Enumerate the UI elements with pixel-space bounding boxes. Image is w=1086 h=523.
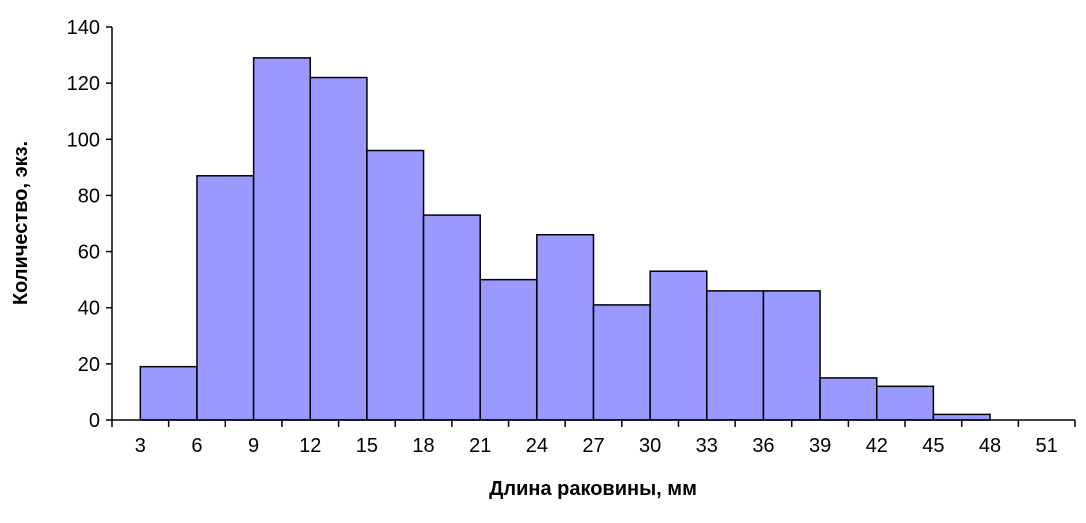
x-tick-label: 45 xyxy=(922,435,944,457)
bar-39 xyxy=(762,290,821,421)
y-axis-title: Количество, экз. xyxy=(10,141,32,305)
y-tick-label: 0 xyxy=(89,410,100,432)
bar-45 xyxy=(875,385,935,421)
x-tick-label: 15 xyxy=(356,435,378,457)
x-tick-label: 39 xyxy=(809,435,831,457)
y-tick-label: 20 xyxy=(78,354,100,376)
y-tick-label: 120 xyxy=(67,73,100,95)
y-tick-label: 40 xyxy=(78,298,100,320)
x-tick-label: 18 xyxy=(412,435,434,457)
x-tick-label: 42 xyxy=(866,435,888,457)
bar-18 xyxy=(366,149,425,421)
x-tick-label: 51 xyxy=(1036,435,1058,457)
bar-27 xyxy=(536,233,595,421)
y-tick-label: 140 xyxy=(67,17,100,39)
x-tick-label: 48 xyxy=(979,435,1001,457)
y-tick-label: 60 xyxy=(78,242,100,264)
bar-9 xyxy=(196,175,255,421)
x-tick-label: 3 xyxy=(135,435,146,457)
bar-30 xyxy=(592,304,651,421)
y-ticks-group: 0 20 40 60 80 100 120 140 xyxy=(67,17,112,432)
x-ticks-group: 3 6 9 12 15 18 21 24 27 30 33 36 39 42 45 48 51 xyxy=(111,420,1076,457)
bars-group xyxy=(139,57,991,421)
x-tick-label: 9 xyxy=(248,435,259,457)
bar-33 xyxy=(649,270,708,421)
bar-24 xyxy=(479,278,538,421)
bar-15 xyxy=(309,76,368,421)
bar-42 xyxy=(819,377,878,421)
x-tick-label: 30 xyxy=(639,435,661,457)
x-tick-label: 6 xyxy=(191,435,202,457)
x-axis-title: Длина раковины, мм xyxy=(489,478,697,500)
bar-12 xyxy=(252,57,312,421)
y-tick-label: 80 xyxy=(78,185,100,207)
x-tick-label: 24 xyxy=(526,435,548,457)
x-tick-label: 36 xyxy=(752,435,774,457)
x-tick-label: 27 xyxy=(582,435,604,457)
bar-48 xyxy=(932,413,991,421)
x-tick-label: 21 xyxy=(469,435,491,457)
bar-21 xyxy=(422,214,481,421)
y-tick-label: 100 xyxy=(67,129,100,151)
x-tick-label: 33 xyxy=(696,435,718,457)
bar-6 xyxy=(139,365,198,421)
bar-36 xyxy=(706,290,765,421)
x-tick-label: 12 xyxy=(299,435,321,457)
